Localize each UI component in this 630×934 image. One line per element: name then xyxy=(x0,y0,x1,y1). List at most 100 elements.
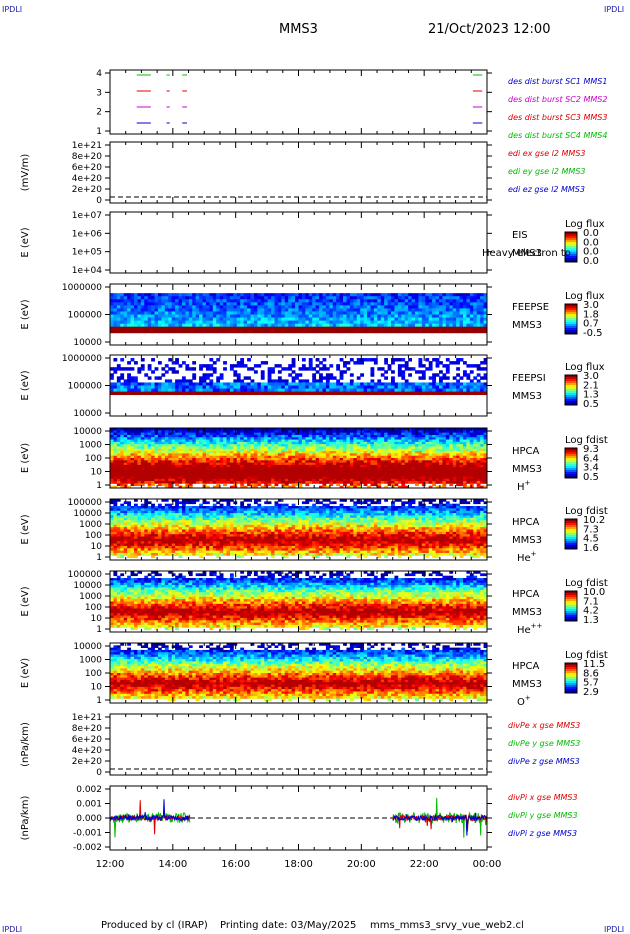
spectrogram-cell xyxy=(127,434,131,438)
spectrogram-cell xyxy=(223,464,227,468)
spectrogram-cell xyxy=(161,299,166,303)
spectrogram-cell xyxy=(127,460,131,464)
spectrogram-cell xyxy=(305,455,310,459)
spectrogram-cell xyxy=(178,434,183,438)
spectrogram-cell xyxy=(391,467,395,470)
spectrogram-cell xyxy=(435,317,440,321)
spectrogram-cell xyxy=(123,367,128,371)
spectrogram-cell xyxy=(308,317,313,321)
spectrogram-cell xyxy=(202,430,207,434)
spectrogram-cell xyxy=(418,428,423,431)
spectrogram-cell xyxy=(229,311,234,315)
spectrogram-cell xyxy=(240,467,245,470)
spectrogram-cell xyxy=(349,326,354,331)
spectrogram-cell xyxy=(425,462,430,466)
spectrogram-cell xyxy=(226,430,231,434)
spectrogram-cell xyxy=(212,460,217,464)
spectrogram-cell xyxy=(127,385,131,389)
spectrogram-cell xyxy=(240,437,245,440)
spectrogram-cell xyxy=(411,311,416,315)
spectrogram-cell xyxy=(110,430,114,434)
spectrogram-cell xyxy=(305,367,310,371)
spectrogram-cell xyxy=(432,453,436,457)
spectrogram-cell xyxy=(377,299,382,303)
spectrogram-cell xyxy=(199,455,203,459)
spectrogram-cell xyxy=(349,382,354,386)
spectrogram-cell xyxy=(229,320,234,325)
spectrogram-cell xyxy=(377,385,382,389)
spectrogram-cell xyxy=(295,432,299,436)
spectrogram-cell xyxy=(236,391,241,396)
spectrogram-cell xyxy=(154,296,159,300)
legend-entry: des dist burst SC4 MMS4 xyxy=(508,131,607,140)
spectrogram-cell xyxy=(384,485,389,489)
spectrogram-cell xyxy=(216,305,221,309)
spectrogram-cell xyxy=(425,296,430,300)
spectrogram-cell xyxy=(363,293,368,297)
spectrogram-cell xyxy=(336,441,341,445)
spectrogram-cell xyxy=(199,428,203,431)
spectrogram-cell xyxy=(264,320,269,325)
spectrogram-cell xyxy=(325,385,330,389)
spectrogram-cell xyxy=(404,453,409,457)
spectrogram-cell xyxy=(178,364,183,368)
spectrogram-cell xyxy=(202,441,207,445)
spectrogram-cell xyxy=(113,481,118,484)
spectrogram-cell xyxy=(305,299,310,303)
spectrogram-cell xyxy=(370,370,375,374)
spectrogram-cell xyxy=(360,432,365,436)
spectrogram-cell xyxy=(346,293,351,297)
spectrogram-cell xyxy=(370,453,375,457)
spectrogram-cell xyxy=(264,299,269,303)
spectrogram-cell xyxy=(456,385,460,389)
spectrogram-cell xyxy=(384,296,389,300)
spectrogram-cell xyxy=(360,471,365,475)
spectrogram-cell xyxy=(356,485,361,489)
spectrogram-cell xyxy=(281,391,286,396)
spectrogram-cell xyxy=(463,373,467,377)
spectrogram-cell xyxy=(127,462,131,466)
spectrogram-cell xyxy=(202,464,207,468)
spectrogram-cell xyxy=(380,437,385,440)
spectrogram-cell xyxy=(202,364,207,368)
spectrogram-cell xyxy=(291,430,296,434)
spectrogram-cell xyxy=(380,474,385,477)
spectrogram-cell xyxy=(120,305,125,309)
spectrogram-cell xyxy=(233,441,238,445)
spectrogram-cell xyxy=(264,302,269,306)
spectrogram-cell xyxy=(171,446,176,450)
spectrogram-cell xyxy=(408,444,412,447)
spectrogram-cell xyxy=(411,453,416,457)
spectrogram-cell xyxy=(264,481,269,484)
spectrogram-cell xyxy=(291,448,296,452)
spectrogram-cell xyxy=(291,481,296,484)
spectrogram-cell xyxy=(281,388,286,392)
spectrogram-cell xyxy=(397,428,402,431)
spectrogram-cell xyxy=(229,388,234,392)
spectrogram-cell xyxy=(370,308,375,312)
spectrogram-cell xyxy=(425,437,430,440)
spectrogram-cell xyxy=(116,446,121,450)
colorbar-step xyxy=(565,244,577,247)
spectrogram-cell xyxy=(428,376,433,380)
spectrogram-cell xyxy=(199,323,203,328)
spectrogram-cell xyxy=(133,302,138,306)
spectrogram-cell xyxy=(233,293,238,297)
spectrogram-cell xyxy=(264,471,269,475)
spectrogram-cell xyxy=(411,430,416,434)
spectrogram-cell xyxy=(319,430,323,434)
spectrogram-cell xyxy=(229,364,234,368)
spectrogram-cell xyxy=(264,437,269,440)
spectrogram-cell xyxy=(110,478,114,482)
spectrogram-cell xyxy=(339,320,344,325)
spectrogram-cell xyxy=(154,453,159,457)
spectrogram-cell xyxy=(384,474,389,477)
spectrogram-cell xyxy=(202,481,207,484)
spectrogram-cell xyxy=(442,299,447,303)
spectrogram-cell xyxy=(130,478,135,482)
spectrogram-cell xyxy=(329,302,334,306)
spectrogram-cell xyxy=(349,428,354,431)
spectrogram-cell xyxy=(178,437,183,440)
spectrogram-cell xyxy=(421,441,426,445)
spectrogram-cell xyxy=(195,308,200,312)
